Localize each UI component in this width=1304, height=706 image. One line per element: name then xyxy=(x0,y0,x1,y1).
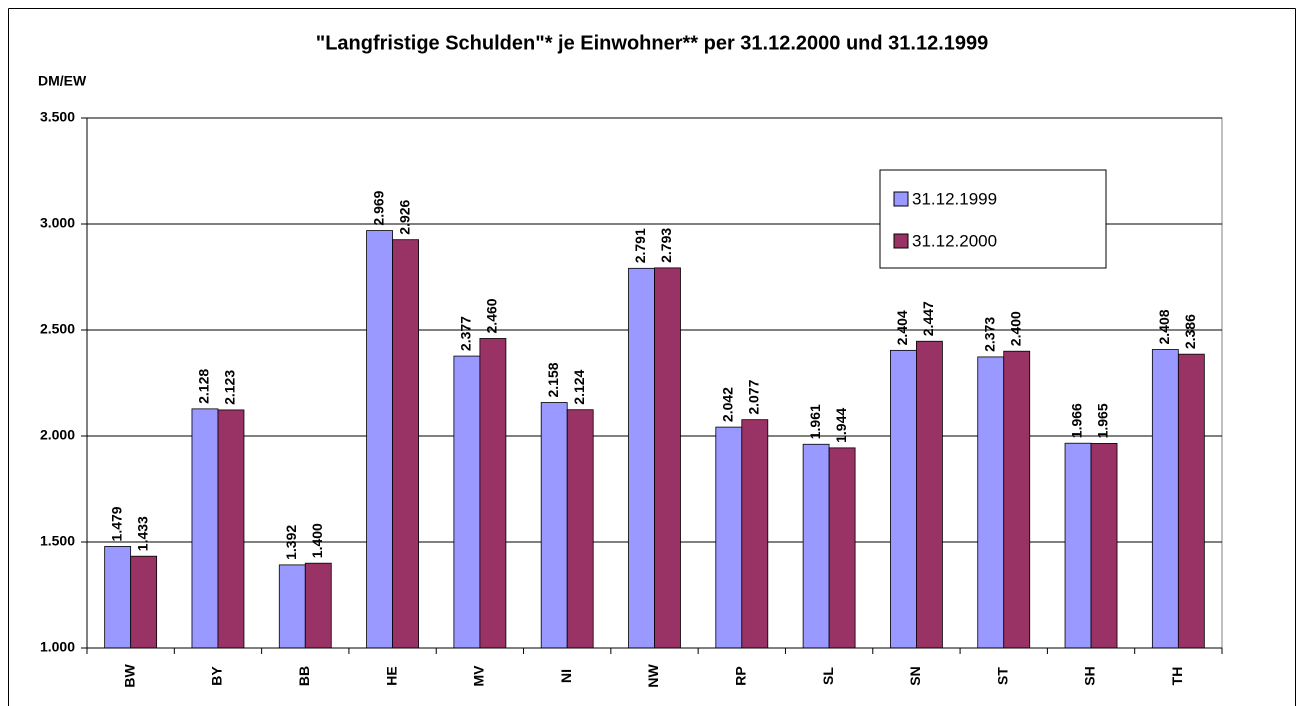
value-label: 1.965 xyxy=(1095,403,1111,438)
x-tick-label: MV xyxy=(471,665,487,687)
value-label: 2.400 xyxy=(1007,311,1023,346)
bar xyxy=(1151,349,1179,649)
value-label: 2.926 xyxy=(396,199,412,234)
value-label: 2.077 xyxy=(746,379,762,414)
x-tick-label: BW xyxy=(121,664,137,688)
bar xyxy=(104,546,132,649)
value-label: 2.404 xyxy=(894,310,910,345)
value-label: 2.969 xyxy=(370,190,386,225)
x-tick-label: NI xyxy=(558,669,574,683)
bar xyxy=(130,555,158,649)
value-label: 2.128 xyxy=(196,369,212,404)
x-tick-label: ST xyxy=(994,667,1010,685)
x-tick-label: NW xyxy=(645,664,661,688)
legend-swatch xyxy=(893,233,909,249)
bar xyxy=(566,409,594,649)
value-label: 2.158 xyxy=(545,362,561,397)
value-label: 1.966 xyxy=(1069,403,1085,438)
bar xyxy=(1064,442,1092,649)
legend-label: 31.12.2000 xyxy=(912,231,997,250)
y-tick-label: 2.500 xyxy=(40,321,75,337)
value-label: 2.123 xyxy=(222,370,238,405)
chart-title: "Langfristige Schulden"* je Einwohner** … xyxy=(316,32,989,54)
legend-label: 31.12.1999 xyxy=(912,189,997,208)
value-label: 1.944 xyxy=(833,408,849,443)
bar xyxy=(916,340,943,649)
value-label: 2.447 xyxy=(920,301,936,336)
bar xyxy=(191,408,219,649)
value-label: 2.793 xyxy=(658,228,674,263)
bar xyxy=(1003,350,1031,649)
x-tick-label: TH xyxy=(1169,667,1185,686)
bar xyxy=(479,338,507,649)
value-label: 2.408 xyxy=(1156,309,1172,344)
value-label: 1.479 xyxy=(108,506,124,541)
value-label: 1.400 xyxy=(309,523,325,558)
value-label: 1.961 xyxy=(807,404,823,439)
value-label: 1.392 xyxy=(283,525,299,560)
x-tick-label: BY xyxy=(209,666,225,686)
bar xyxy=(304,562,332,649)
bar xyxy=(828,447,856,649)
bar xyxy=(217,409,245,649)
value-label: 1.433 xyxy=(134,516,150,551)
x-tick-label: HE xyxy=(383,666,399,685)
bar xyxy=(453,355,481,649)
bar xyxy=(715,426,743,649)
bar xyxy=(366,230,393,649)
x-tick-label: SH xyxy=(1082,666,1098,685)
x-tick-label: RP xyxy=(733,666,749,685)
y-tick-label: 3.500 xyxy=(40,109,75,125)
bar xyxy=(1090,443,1118,649)
value-label: 2.373 xyxy=(981,317,997,352)
bar xyxy=(392,239,419,649)
bar xyxy=(741,419,769,649)
bar xyxy=(628,267,655,649)
value-label: 2.460 xyxy=(484,298,500,333)
bar xyxy=(654,267,681,649)
value-label: 2.377 xyxy=(458,316,474,351)
value-label: 2.042 xyxy=(720,387,736,422)
bar xyxy=(977,356,1005,649)
bar xyxy=(278,564,306,649)
x-tick-label: SN xyxy=(907,666,923,685)
bar xyxy=(540,402,568,649)
x-tick-label: SL xyxy=(820,667,836,685)
value-label: 2.124 xyxy=(571,369,587,404)
y-axis-label: DM/EW xyxy=(38,73,87,89)
value-label: 2.791 xyxy=(632,228,648,263)
bar xyxy=(802,443,830,649)
bar xyxy=(1177,353,1205,649)
legend-swatch xyxy=(893,191,909,207)
y-tick-label: 2.000 xyxy=(40,427,75,443)
y-tick-label: 1.000 xyxy=(40,639,75,655)
x-tick-label: BB xyxy=(296,666,312,686)
value-label: 2.386 xyxy=(1182,314,1198,349)
legend-box xyxy=(879,169,1107,269)
y-tick-label: 3.000 xyxy=(40,215,75,231)
bar xyxy=(890,349,917,649)
y-tick-label: 1.500 xyxy=(40,533,75,549)
